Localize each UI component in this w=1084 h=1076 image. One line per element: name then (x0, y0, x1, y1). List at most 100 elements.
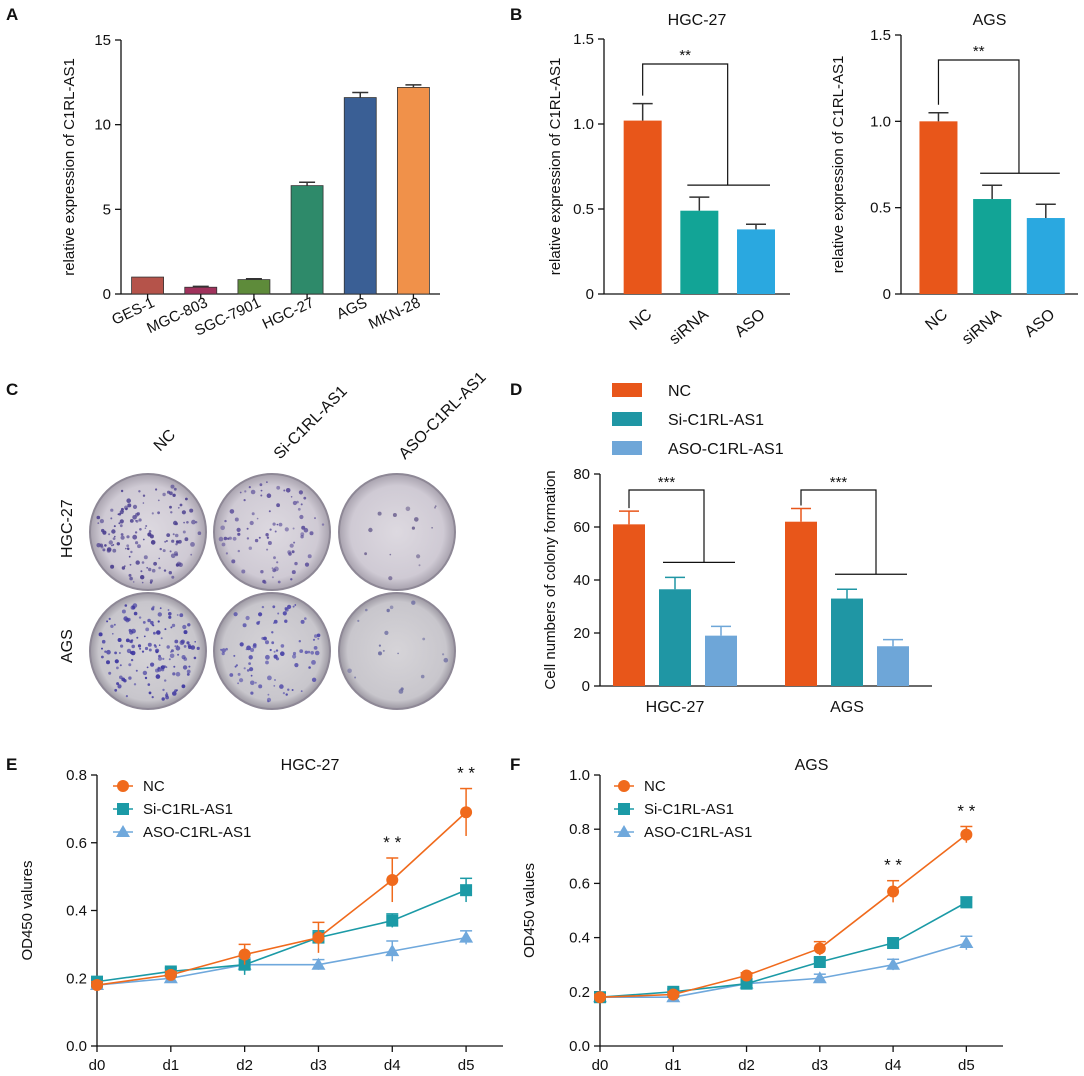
chart-f-ytick-label: 1.0 (569, 767, 590, 784)
colony-dot (291, 570, 296, 575)
colony-dot (111, 529, 116, 534)
colony-dot (130, 650, 136, 656)
colony-dot (182, 530, 186, 534)
colony-dot (157, 612, 162, 617)
chart-e-point-2-5 (459, 930, 474, 943)
colony-dot (248, 486, 251, 489)
colony-dot (126, 535, 130, 539)
chart-e-xtick-label: d5 (458, 1057, 475, 1074)
colony-dot (303, 527, 309, 533)
legend-swatch-d-0 (612, 383, 642, 397)
colony-dot (273, 654, 278, 659)
colony-dot (314, 650, 320, 656)
colony-dot (434, 506, 436, 509)
chart-d-bar-hgc-27-1 (659, 589, 691, 686)
colony-dot (116, 682, 120, 686)
colony-dot (310, 651, 315, 655)
chart-e-ytick-label: 0.2 (66, 970, 87, 987)
colony-dot (174, 639, 179, 644)
colony-dot (106, 660, 110, 665)
chart-f-point-2-5 (959, 936, 974, 949)
colony-dot (258, 684, 263, 689)
colony-dot (150, 540, 156, 545)
colony-dot (116, 666, 119, 670)
colony-dot (177, 506, 180, 509)
colony-dot (416, 554, 421, 559)
colony-dot (138, 518, 142, 522)
chart-f-legend-marker-1 (618, 803, 630, 815)
colony-dot (110, 517, 113, 520)
chart-e-legend-label: NC (143, 778, 165, 795)
colony-dot (258, 620, 261, 623)
colony-dot (246, 537, 250, 540)
colony-dot (195, 521, 198, 524)
colony-dot (165, 695, 170, 700)
colony-dot (377, 511, 382, 516)
colony-row-label-ags: AGS (59, 629, 76, 663)
colony-dot (120, 644, 124, 648)
colony-dot (386, 608, 390, 613)
colony-dot (233, 654, 236, 657)
chart-b2-xtick-label: NC (922, 306, 951, 334)
chart-b1-title: HGC-27 (668, 12, 727, 29)
colony-dot (278, 522, 283, 527)
colony-dot (157, 656, 163, 661)
colony-dot (152, 539, 154, 542)
colony-dot (312, 638, 316, 641)
colony-dot (254, 681, 257, 684)
chart-b2-sig-bracket (937, 59, 1020, 174)
chart-f-point-0-1 (667, 988, 680, 1001)
colony-row-label-hgc27: HGC-27 (59, 499, 76, 558)
colony-dot (169, 491, 173, 496)
chart-f-xtick-label: d5 (958, 1057, 975, 1074)
colony-dot (243, 667, 246, 670)
chart-e-xtick-label: d1 (162, 1057, 179, 1074)
colony-dot (126, 498, 131, 504)
colony-dot (276, 485, 281, 490)
colony-dot (289, 543, 294, 548)
chart-a-xtick-label: AGS (334, 294, 370, 323)
colony-col-label-si: Si-C1RL-AS1 (271, 383, 351, 463)
colony-dot (170, 649, 174, 653)
colony-dot (265, 660, 269, 665)
chart-e-point-2-3 (311, 957, 326, 970)
chart-f-title: AGS (795, 757, 829, 774)
colony-dot (266, 536, 270, 539)
colony-dot (165, 666, 168, 669)
colony-dot (280, 651, 285, 656)
colony-dot (187, 643, 191, 648)
colony-dot (237, 549, 240, 553)
colony-dot (158, 644, 161, 646)
colony-dot (284, 527, 289, 532)
colony-dot (112, 548, 117, 553)
colony-dot (116, 542, 121, 546)
colony-dot (114, 651, 117, 655)
chart-e-title: HGC-27 (281, 757, 340, 774)
chart-f-xtick-label: d0 (592, 1057, 609, 1074)
chart-b1-xtick-label: NC (627, 306, 656, 334)
plate-ags-aso (338, 592, 456, 710)
colony-dot (290, 496, 293, 498)
colony-dot (196, 646, 200, 651)
chart-f-series-line-1 (599, 901, 967, 999)
chart-b2-xtick-label: ASO (1022, 306, 1059, 341)
colony-dot (300, 619, 305, 624)
colony-dot (155, 488, 158, 491)
colony-dot (173, 551, 178, 556)
chart-e-series-line-2 (96, 936, 467, 986)
colony-dot (300, 690, 303, 692)
chart-e-legend-marker-0 (117, 780, 129, 792)
colony-dot (176, 689, 178, 692)
chart-d-ytick-label: 20 (573, 625, 590, 642)
chart-f-ytick-label: 0.8 (569, 821, 590, 838)
colony-dot (170, 553, 176, 559)
colony-dot (113, 623, 116, 626)
colony-dot (275, 649, 279, 652)
colony-dot (292, 527, 295, 530)
chart-d-sig-label: *** (658, 474, 676, 491)
colony-dot (144, 676, 148, 680)
colony-dot (183, 645, 187, 648)
colony-dot (151, 568, 156, 573)
colony-dot (276, 503, 280, 508)
colony-dot (171, 623, 176, 628)
